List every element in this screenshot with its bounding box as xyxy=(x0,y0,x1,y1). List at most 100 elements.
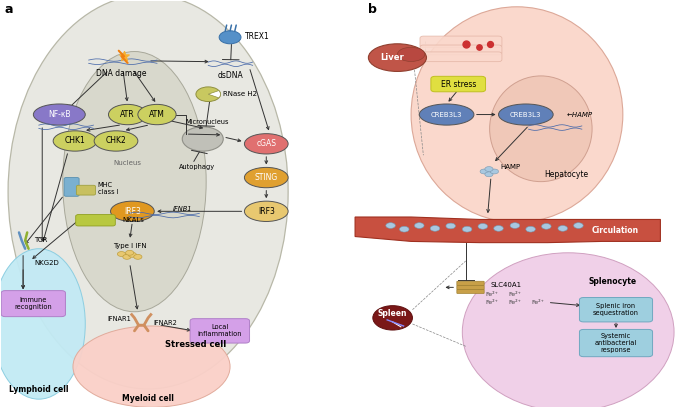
FancyBboxPatch shape xyxy=(420,36,502,47)
Circle shape xyxy=(123,255,131,259)
Circle shape xyxy=(386,223,395,228)
Circle shape xyxy=(542,224,551,229)
Circle shape xyxy=(134,255,142,259)
FancyBboxPatch shape xyxy=(420,45,502,55)
FancyBboxPatch shape xyxy=(1,290,66,317)
Text: ER stress: ER stress xyxy=(440,80,476,89)
Wedge shape xyxy=(208,91,221,98)
Circle shape xyxy=(573,223,583,228)
Text: SLC40A1: SLC40A1 xyxy=(490,282,521,288)
Text: IFNAR1: IFNAR1 xyxy=(108,316,131,322)
Text: MHC
class I: MHC class I xyxy=(97,182,119,195)
Point xyxy=(460,41,471,47)
Text: Myeloid cell: Myeloid cell xyxy=(122,394,174,403)
Circle shape xyxy=(128,253,136,257)
Ellipse shape xyxy=(94,131,138,151)
FancyBboxPatch shape xyxy=(190,319,249,343)
Text: Fe²⁺: Fe²⁺ xyxy=(485,292,498,297)
Text: CHK2: CHK2 xyxy=(105,136,126,146)
Text: ATM: ATM xyxy=(149,110,165,119)
Point xyxy=(484,41,495,47)
FancyBboxPatch shape xyxy=(76,215,115,226)
Ellipse shape xyxy=(73,326,230,407)
Ellipse shape xyxy=(499,104,553,125)
Text: Type I IFN: Type I IFN xyxy=(113,243,147,249)
Circle shape xyxy=(125,251,134,255)
FancyBboxPatch shape xyxy=(457,285,484,289)
Circle shape xyxy=(446,223,456,229)
Circle shape xyxy=(510,223,520,228)
Text: Splenocyte: Splenocyte xyxy=(588,277,636,286)
Text: CREB3L3: CREB3L3 xyxy=(431,111,462,118)
Circle shape xyxy=(182,127,223,151)
Text: RNase H2: RNase H2 xyxy=(223,91,258,97)
Text: CHK1: CHK1 xyxy=(64,136,86,146)
Text: Autophagy: Autophagy xyxy=(179,164,215,171)
Text: Fe²⁺: Fe²⁺ xyxy=(532,300,545,305)
Circle shape xyxy=(219,31,241,44)
Text: Circulation: Circulation xyxy=(591,226,638,235)
Circle shape xyxy=(462,226,472,232)
FancyBboxPatch shape xyxy=(420,52,502,62)
Ellipse shape xyxy=(110,201,154,222)
Circle shape xyxy=(117,252,125,257)
Circle shape xyxy=(480,169,488,174)
Circle shape xyxy=(490,169,499,174)
Ellipse shape xyxy=(245,167,288,188)
Ellipse shape xyxy=(138,104,176,125)
Text: Stressed cell: Stressed cell xyxy=(165,340,227,349)
Text: CREB3L3: CREB3L3 xyxy=(510,111,542,118)
Text: cGAS: cGAS xyxy=(256,139,276,149)
Ellipse shape xyxy=(462,253,674,408)
Ellipse shape xyxy=(411,7,623,222)
Point xyxy=(474,44,485,50)
Text: HAMP: HAMP xyxy=(500,164,520,171)
Point xyxy=(118,52,129,59)
Ellipse shape xyxy=(397,47,425,62)
Text: TREX1: TREX1 xyxy=(245,31,270,40)
Circle shape xyxy=(478,224,488,229)
FancyBboxPatch shape xyxy=(457,281,484,285)
Circle shape xyxy=(494,226,503,231)
Text: Immune
recognition: Immune recognition xyxy=(14,297,52,310)
Text: dsDNA: dsDNA xyxy=(218,71,244,80)
Text: IRF3: IRF3 xyxy=(258,207,275,216)
Text: NF-κB: NF-κB xyxy=(48,110,71,119)
Text: Hepatocyte: Hepatocyte xyxy=(545,170,588,179)
Ellipse shape xyxy=(0,249,85,399)
Ellipse shape xyxy=(369,44,427,71)
Text: ←HAMP: ←HAMP xyxy=(566,111,593,118)
Ellipse shape xyxy=(245,201,288,222)
Ellipse shape xyxy=(34,104,85,125)
Text: STING: STING xyxy=(255,173,278,182)
Text: ATR: ATR xyxy=(121,110,135,119)
Ellipse shape xyxy=(8,0,288,389)
Text: Systemic
antibacterial
response: Systemic antibacterial response xyxy=(595,333,637,353)
FancyBboxPatch shape xyxy=(77,185,95,195)
Text: IRF3: IRF3 xyxy=(124,207,141,216)
Circle shape xyxy=(526,226,536,232)
FancyBboxPatch shape xyxy=(431,76,486,92)
Text: Fe²⁺: Fe²⁺ xyxy=(508,300,521,305)
Text: a: a xyxy=(5,3,13,16)
Circle shape xyxy=(196,87,221,102)
Circle shape xyxy=(558,226,567,231)
Ellipse shape xyxy=(53,131,97,151)
Text: IFNB1: IFNB1 xyxy=(173,206,192,212)
FancyBboxPatch shape xyxy=(580,329,653,357)
Text: Micronucleus: Micronucleus xyxy=(185,119,229,125)
Text: NKALs: NKALs xyxy=(123,217,145,223)
Text: TCR: TCR xyxy=(34,237,47,243)
Ellipse shape xyxy=(108,104,147,125)
FancyBboxPatch shape xyxy=(64,177,79,196)
Ellipse shape xyxy=(373,306,412,330)
Text: Local
inflammation: Local inflammation xyxy=(197,324,242,337)
Circle shape xyxy=(414,223,424,228)
Text: Spleen: Spleen xyxy=(378,309,408,318)
Text: Liver: Liver xyxy=(380,53,404,62)
Circle shape xyxy=(399,226,409,232)
FancyBboxPatch shape xyxy=(457,289,484,293)
Text: Nucleus: Nucleus xyxy=(114,160,142,166)
Text: Fe²⁺: Fe²⁺ xyxy=(485,300,498,305)
Ellipse shape xyxy=(490,76,592,182)
